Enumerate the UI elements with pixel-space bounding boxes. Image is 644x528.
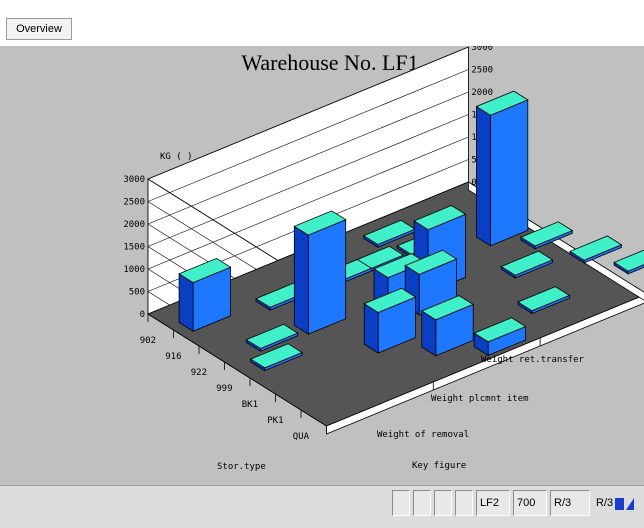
y-tick-label-left: 500 bbox=[129, 288, 145, 298]
y-tick-label-left: 1500 bbox=[123, 243, 145, 253]
chart-area: Warehouse No. LF100500500100010001500150… bbox=[0, 46, 644, 485]
y-tick-label-left: 2500 bbox=[123, 198, 145, 208]
category-label: QUA bbox=[293, 432, 310, 442]
status-cell-4 bbox=[455, 490, 473, 516]
category-label: BK1 bbox=[242, 400, 258, 410]
status-bar: LF2 700 R/3 R/3 bbox=[0, 485, 644, 528]
category-label: 922 bbox=[191, 368, 207, 378]
y-tick-label-left: 1000 bbox=[123, 265, 145, 275]
status-cell-2 bbox=[413, 490, 431, 516]
category-label: PK1 bbox=[267, 416, 283, 426]
x-axis-label: Stor.type bbox=[217, 462, 266, 472]
status-cell-1 bbox=[392, 490, 410, 516]
status-release: R/3 bbox=[550, 490, 590, 516]
overview-button[interactable]: Overview bbox=[6, 18, 72, 40]
status-system: LF2 bbox=[476, 490, 510, 516]
bar-side-face bbox=[476, 107, 490, 246]
y-tick-label-right: 2500 bbox=[471, 66, 493, 76]
bar-side-face bbox=[179, 274, 193, 331]
y-tick-label-left: 0 bbox=[140, 310, 145, 320]
series-label: Weight of removal bbox=[377, 430, 469, 440]
series-label: Weight plcmnt item bbox=[431, 394, 529, 404]
series-label: Weight ret.transfer bbox=[481, 355, 585, 365]
toolbar: Overview bbox=[0, 0, 644, 46]
y-tick-label-right: 3000 bbox=[471, 46, 493, 53]
y-tick-label-right: 2000 bbox=[471, 88, 493, 98]
sap-logo-icon bbox=[615, 497, 635, 511]
category-label: 999 bbox=[216, 384, 232, 394]
z-axis-label: Key figure bbox=[412, 461, 466, 471]
bar-front-face bbox=[491, 100, 528, 246]
category-label: 902 bbox=[140, 336, 156, 346]
status-release-label: R/3 bbox=[596, 497, 613, 509]
bar-front-face bbox=[308, 220, 345, 334]
status-cell-3 bbox=[434, 490, 452, 516]
y-axis-label: KG ( ) bbox=[160, 152, 193, 162]
y-tick-label-left: 3000 bbox=[123, 175, 145, 185]
chart-title: Warehouse No. LF1 bbox=[241, 50, 418, 75]
chart-3d-bar: Warehouse No. LF100500500100010001500150… bbox=[0, 46, 644, 485]
status-client: 700 bbox=[513, 490, 547, 516]
bar-side-face bbox=[294, 226, 308, 334]
y-tick-label-left: 2000 bbox=[123, 220, 145, 230]
category-label: 916 bbox=[165, 352, 181, 362]
